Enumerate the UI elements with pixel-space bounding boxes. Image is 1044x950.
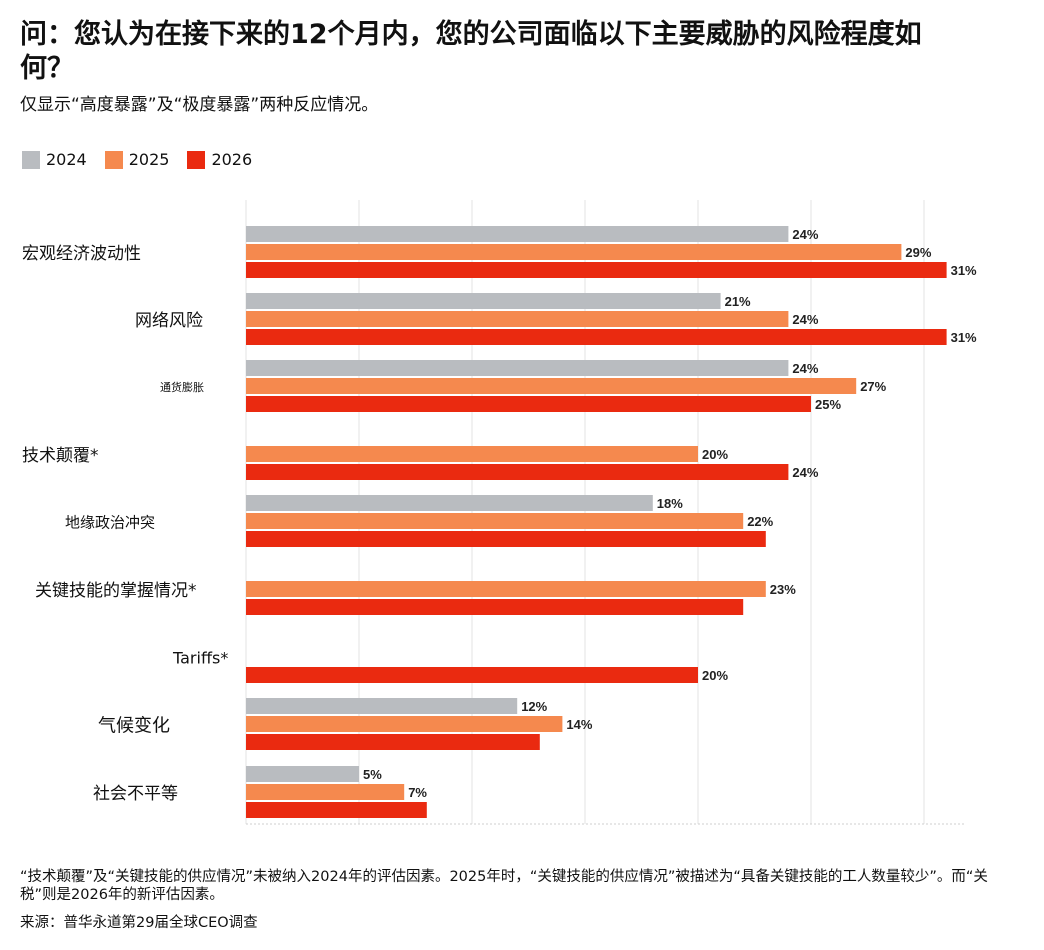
category-label: 关键技能的掌握情况* — [35, 581, 197, 601]
legend-item-2025: 2025 — [104, 150, 170, 169]
category-label: 通货膨胀 — [160, 380, 204, 394]
category-label: 地缘政治冲突 — [65, 513, 155, 531]
bar-2025 — [246, 581, 766, 597]
source-note: 来源：普华永道第29届全球CEO调查 — [20, 915, 258, 931]
data-label: 22% — [747, 514, 773, 529]
category-label: 气候变化 — [98, 715, 170, 736]
bar-chart: 宏观经济波动性 24% 29% 31% 网络风险 21% 24% 31% 通货膨胀 24% 27% 2… — [22, 200, 977, 825]
bar-2025 — [246, 244, 902, 260]
legend-item-2026: 2026 — [187, 150, 252, 169]
data-label: 29% — [905, 245, 931, 260]
legend-label-2025: 2025 — [128, 150, 170, 169]
category-group-3: 通货膨胀 24% 27% 25% — [160, 360, 887, 412]
legend: 2024 2025 2026 — [22, 150, 252, 169]
data-label: 21% — [725, 294, 751, 309]
bar-2026 — [246, 531, 766, 547]
bar-2025 — [246, 446, 698, 462]
data-label: 20% — [702, 447, 728, 462]
bar-2026 — [246, 599, 744, 615]
bar-2024 — [246, 293, 721, 309]
legend-swatch-2024 — [22, 150, 40, 169]
data-label: 20% — [702, 668, 728, 683]
bar-2026 — [246, 667, 698, 683]
bar-2025 — [246, 378, 857, 394]
category-label: 宏观经济波动性 — [22, 244, 141, 264]
chart-subtitle: 仅显示“高度暴露”及“极度暴露”两种反应情况。 — [20, 95, 379, 115]
legend-label-2024: 2024 — [46, 150, 87, 169]
bar-2026 — [246, 464, 789, 480]
data-label: 25% — [815, 397, 841, 412]
bar-2024 — [246, 766, 359, 782]
data-label: 24% — [792, 227, 818, 242]
bar-2024 — [246, 360, 789, 376]
data-label: 23% — [770, 582, 796, 597]
category-group-9: 社会不平等 5% 7% — [93, 766, 427, 818]
data-label: 7% — [408, 785, 427, 800]
data-label: 31% — [951, 330, 977, 345]
legend-swatch-2026 — [187, 150, 206, 169]
category-group-1: 宏观经济波动性 24% 29% 31% — [22, 226, 977, 278]
legend-label-2026: 2026 — [211, 150, 253, 169]
data-label: 14% — [566, 717, 592, 732]
category-label: Tariffs* — [172, 649, 228, 668]
data-label: 24% — [792, 361, 818, 376]
data-label: 5% — [363, 767, 382, 782]
legend-item-2024: 2024 — [22, 150, 87, 169]
data-label: 18% — [657, 496, 683, 511]
bar-2025 — [246, 311, 789, 327]
legend-swatch-2025 — [104, 150, 123, 169]
data-label: 24% — [792, 465, 818, 480]
data-label: 31% — [951, 263, 977, 278]
category-group-6: 关键技能的掌握情况* 23% — [35, 581, 796, 615]
category-group-7: Tariffs* 20% — [172, 649, 728, 683]
bar-2024 — [246, 226, 789, 242]
bar-2024 — [246, 495, 653, 511]
bar-2025 — [246, 513, 744, 529]
category-group-5: 地缘政治冲突 18% 22% — [65, 495, 774, 547]
category-group-4: 技术颠覆* 20% 24% — [22, 446, 819, 480]
category-group-2: 网络风险 21% 24% 31% — [135, 293, 977, 345]
bar-2026 — [246, 329, 947, 345]
bar-2026 — [246, 396, 811, 412]
bar-2025 — [246, 784, 405, 800]
category-group-8: 气候变化 12% 14% — [98, 698, 593, 750]
bar-2024 — [246, 698, 518, 714]
footnote: “技术颠覆”及“关键技能的供应情况”未被纳入2024年的评估因素。2025年时，… — [20, 869, 988, 903]
bar-2026 — [246, 262, 947, 278]
bar-2026 — [246, 802, 427, 818]
bar-2025 — [246, 716, 563, 732]
bar-2026 — [246, 734, 540, 750]
chart-title: 问：您认为在接下来的12个月内，您的公司面临以下主要威胁的风险程度如何？ — [20, 19, 922, 84]
category-label: 社会不平等 — [93, 784, 178, 804]
data-label: 12% — [521, 699, 547, 714]
category-label: 网络风险 — [135, 311, 203, 331]
category-label: 技术颠覆* — [22, 446, 99, 466]
data-label: 24% — [792, 312, 818, 327]
data-label: 27% — [860, 379, 886, 394]
